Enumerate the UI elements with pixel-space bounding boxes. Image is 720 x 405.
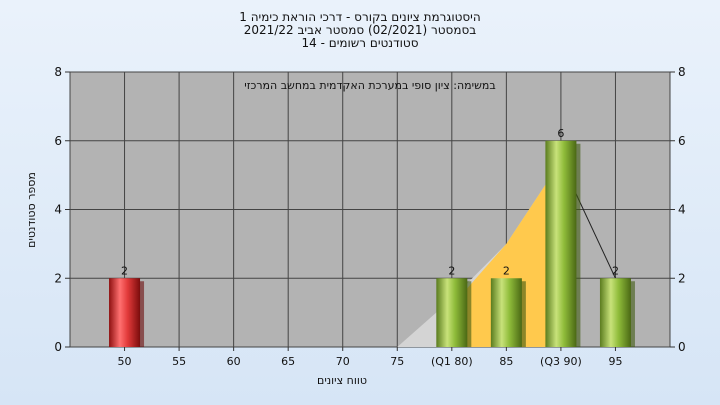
quartile-area [451,161,561,347]
data-label: 2 [612,264,619,277]
chart-title: במשימה: ציון סופי במערכת האקדמית במחשב ה… [244,79,495,92]
x-tick-label: 70 [336,355,350,368]
y-axis-left: 0 2 4 6 8 [54,65,70,354]
data-labels: 2 2 2 6 2 [121,127,619,278]
y-axis-right: 0 2 4 6 8 [670,65,686,354]
bar-(Q3 90) [545,140,577,347]
x-tick-label: 55 [172,355,186,368]
y-tick-label: 2 [54,271,62,285]
bar-(Q1 80) [436,278,468,347]
x-axis: 50 55 60 65 70 75 (Q1 80) 85 (Q3 90) 95 [118,347,622,368]
x-tick-label: 60 [227,355,241,368]
y-tick-label: 6 [54,134,62,148]
bar-85 [490,278,522,347]
semester-subtitle: בסמסטר (02/2021) סמסטר אביב 2021/22 [243,23,477,37]
bars [109,140,635,347]
y-tick-label-right: 6 [678,134,686,148]
bar-50 [109,278,141,347]
y-tick-label: 0 [54,340,62,354]
x-tick-label: 50 [118,355,132,368]
y-tick-label-right: 2 [678,271,686,285]
y-tick-label-right: 0 [678,340,686,354]
y-tick-label-right: 8 [678,65,686,79]
y-tick-label: 4 [54,203,62,217]
x-tick-label: 75 [390,355,404,368]
bar-95 [599,278,631,347]
data-label: 2 [503,264,510,277]
x-tick-label: 65 [281,355,295,368]
data-label: 2 [448,264,455,277]
y-axis-label: מספר סטודנטים [25,172,38,248]
students-registered: סטודנטים רשומים - 14 [301,36,419,50]
y-tick-label: 8 [54,65,62,79]
x-tick-label: (Q1 80) [431,355,473,368]
data-label: 6 [557,127,564,140]
x-tick-label: (Q3 90) [540,355,582,368]
course-title: היסטוגרמת ציונים בקורס - דרכי הוראת כימי… [239,10,481,24]
x-tick-label: 95 [608,355,622,368]
data-label: 2 [121,264,128,277]
y-tick-label-right: 4 [678,203,686,217]
chart-header: היסטוגרמת ציונים בקורס - דרכי הוראת כימי… [0,11,720,50]
x-axis-label: טווח ציונים [317,374,367,387]
x-tick-label: 85 [499,355,513,368]
